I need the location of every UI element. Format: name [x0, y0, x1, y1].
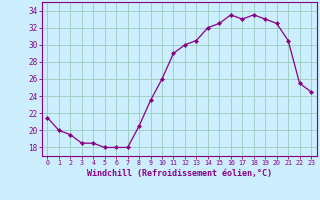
X-axis label: Windchill (Refroidissement éolien,°C): Windchill (Refroidissement éolien,°C): [87, 169, 272, 178]
